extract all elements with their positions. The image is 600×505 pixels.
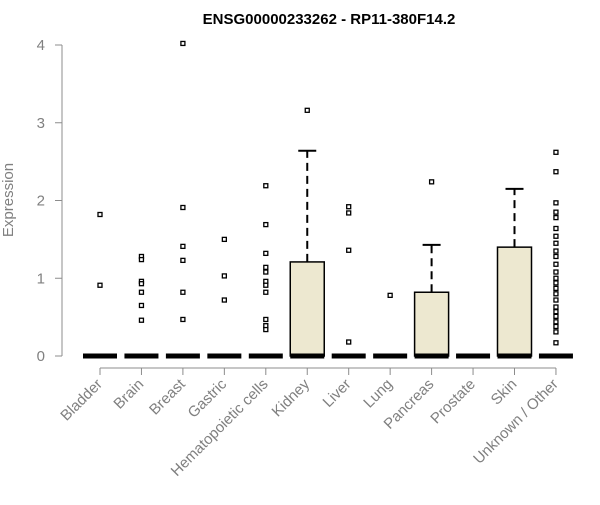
outlier-point-3 xyxy=(138,281,145,287)
outlier-point-3 xyxy=(180,257,186,264)
outlier-point-2 xyxy=(263,250,269,257)
outlier-point-7 xyxy=(553,240,559,246)
outlier-point-5 xyxy=(138,302,145,309)
outlier-point-13 xyxy=(553,280,559,286)
outlier-point-2 xyxy=(553,200,559,206)
outlier-point-1 xyxy=(97,282,103,288)
box-group-0 xyxy=(83,211,117,359)
x-tick-label-2: Breast xyxy=(146,375,189,418)
box-group-10 xyxy=(496,187,533,359)
outlier-point-3 xyxy=(346,339,352,345)
outlier-point-22 xyxy=(553,329,559,335)
outlier-point-3 xyxy=(263,264,269,271)
outlier-point-20 xyxy=(553,319,559,325)
box-rect xyxy=(289,261,325,357)
outlier-point-3 xyxy=(553,209,559,215)
outlier-point-0 xyxy=(553,149,559,155)
outlier-point-14 xyxy=(553,285,559,292)
outlier-point-1 xyxy=(221,273,228,279)
x-tick-label-7: Lung xyxy=(360,376,396,412)
axes: 0 1 2 3 4 xyxy=(37,37,557,375)
outlier-point-0 xyxy=(428,179,435,185)
box-group-7 xyxy=(373,292,408,359)
box-group-6 xyxy=(331,204,366,359)
outlier-point-16 xyxy=(553,297,559,303)
box-group-4 xyxy=(248,183,283,359)
outlier-point-1 xyxy=(553,169,559,175)
outlier-point-6 xyxy=(553,233,559,239)
outlier-point-2 xyxy=(221,297,228,303)
outlier-point-1 xyxy=(263,221,269,228)
outlier-point-0 xyxy=(180,40,186,47)
outlier-point-2 xyxy=(346,247,352,253)
box-group-11 xyxy=(538,149,573,359)
box-group-5 xyxy=(289,107,325,359)
outlier-point-6 xyxy=(138,317,145,323)
outlier-point-8 xyxy=(553,248,559,254)
chart-title: ENSG00000233262 - RP11-380F14.2 xyxy=(203,11,456,28)
x-tick-label-0: Bladder xyxy=(57,376,106,425)
y-tick-label-4: 4 xyxy=(37,37,45,54)
outlier-point-10 xyxy=(553,261,559,267)
outlier-point-23 xyxy=(553,340,559,346)
outlier-point-0 xyxy=(263,183,269,189)
outlier-point-8 xyxy=(263,316,269,323)
outlier-point-5 xyxy=(180,316,186,323)
y-axis-label: Expression xyxy=(0,163,17,237)
outlier-point-4 xyxy=(553,214,559,221)
outlier-point-18 xyxy=(553,309,559,315)
box-rect xyxy=(413,291,450,357)
outlier-point-0 xyxy=(221,236,228,243)
box-group-2 xyxy=(165,40,200,359)
outlier-point-9 xyxy=(553,253,559,260)
outlier-point-19 xyxy=(553,313,559,319)
box-group-1 xyxy=(124,253,159,359)
y-tick-label-0: 0 xyxy=(37,348,45,365)
outlier-point-10 xyxy=(263,326,269,333)
outlier-point-11 xyxy=(553,269,559,275)
outlier-point-7 xyxy=(263,289,269,295)
y-tick-label-2: 2 xyxy=(37,193,45,210)
outlier-point-0 xyxy=(387,292,393,299)
x-tick-label-6: Liver xyxy=(320,376,355,411)
outlier-point-4 xyxy=(138,289,145,295)
y-tick-label-1: 1 xyxy=(37,270,45,287)
x-tick-label-10: Skin xyxy=(488,376,521,409)
outlier-point-15 xyxy=(553,291,559,297)
outlier-point-1 xyxy=(138,256,145,263)
outlier-point-0 xyxy=(97,211,103,218)
outlier-point-6 xyxy=(263,282,269,288)
outlier-point-4 xyxy=(180,289,186,295)
box-rect xyxy=(496,246,533,357)
outlier-point-5 xyxy=(553,225,559,232)
x-tick-label-1: Brain xyxy=(110,376,147,413)
outlier-point-1 xyxy=(180,204,186,211)
outlier-point-2 xyxy=(180,243,186,250)
x-tick-label-5: Kidney xyxy=(269,375,314,420)
outlier-point-12 xyxy=(553,275,559,281)
outlier-point-4 xyxy=(263,269,269,275)
y-tick-label-3: 3 xyxy=(37,115,45,132)
box-group-8 xyxy=(413,179,450,359)
x-tick-label-9: Prostate xyxy=(427,376,479,428)
outlier-point-21 xyxy=(553,323,559,330)
outlier-point-0 xyxy=(304,107,310,113)
outlier-point-17 xyxy=(553,304,559,310)
box-group-3 xyxy=(207,236,242,359)
outlier-point-0 xyxy=(346,204,352,210)
boxes xyxy=(83,40,573,359)
outlier-point-1 xyxy=(346,210,352,216)
